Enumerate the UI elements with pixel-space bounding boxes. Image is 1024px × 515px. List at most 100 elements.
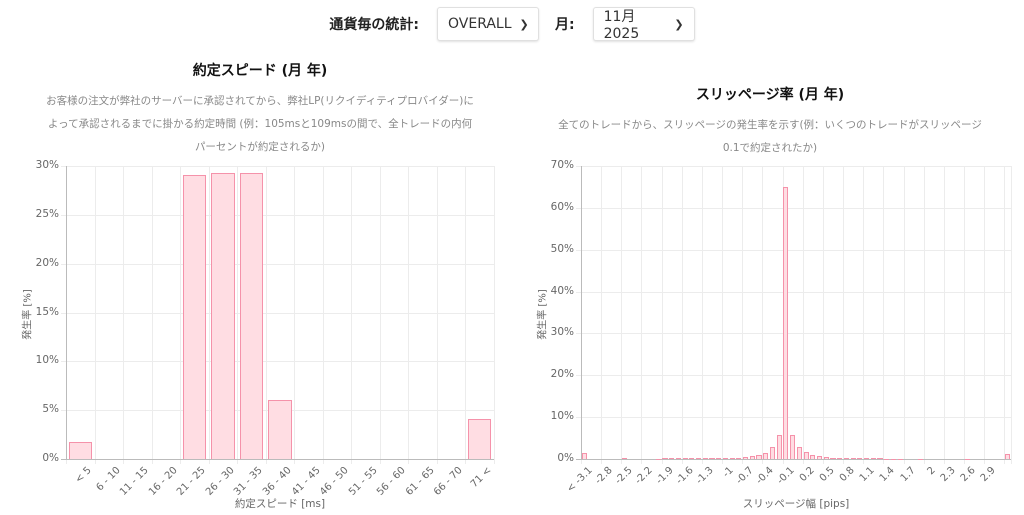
month-filter-label: 月: <box>555 17 575 33</box>
bar-32 <box>796 446 802 459</box>
bar-23 <box>736 457 742 459</box>
bar-34 <box>810 454 816 459</box>
bar-28 <box>769 446 776 459</box>
bar-25 <box>749 456 755 459</box>
bar-27 <box>763 452 769 459</box>
slippage-description: 全てのトレードから、スリッページの発生率を示す(例：いくつのトレードがスリッペー… <box>558 119 982 154</box>
x-axis-label: 約定スピード [ms] <box>234 498 326 510</box>
bar-29 <box>776 435 782 459</box>
y-tick-label: 20% <box>35 256 59 269</box>
execution-speed-title: 約定スピード (月 年) <box>192 63 328 79</box>
gridline-horizontal <box>61 263 494 265</box>
bar-33 <box>803 452 809 459</box>
y-tick-label: 30% <box>550 326 574 339</box>
currency-select[interactable]: OVERALL ❯ <box>437 7 539 41</box>
y-tick-label: 50% <box>550 242 574 255</box>
bar-4 <box>182 174 207 459</box>
gridline-vertical <box>883 166 885 464</box>
gridline-horizontal <box>576 249 1011 251</box>
bar-43 <box>870 458 876 460</box>
bar-22 <box>729 457 735 459</box>
y-tick-label: 0% <box>557 452 574 464</box>
bar-17 <box>696 458 702 460</box>
gridline-vertical <box>782 166 784 464</box>
slippage-title: スリッページ率 (月 年) <box>695 87 845 103</box>
y-tick-label: 10% <box>35 354 59 367</box>
chevron-down-icon: ❯ <box>674 17 684 31</box>
gridline-horizontal <box>576 207 1011 209</box>
bar-41 <box>857 458 863 460</box>
chevron-down-icon: ❯ <box>519 17 529 31</box>
gridline-vertical <box>742 166 744 464</box>
y-tick-label: 70% <box>550 159 574 171</box>
y-axis-line <box>581 166 582 459</box>
y-tick-label: 30% <box>35 159 59 171</box>
bar-63 <box>1005 454 1011 459</box>
gridline-vertical <box>762 166 764 464</box>
gridline-horizontal <box>61 166 494 167</box>
gridline-vertical <box>984 166 986 464</box>
bar-14 <box>675 458 681 460</box>
bar-7 <box>268 400 292 459</box>
gridline-vertical <box>408 166 410 464</box>
bar-6 <box>622 458 628 460</box>
bar-47 <box>897 458 903 460</box>
bar-0 <box>68 442 93 459</box>
gridline-horizontal <box>576 333 1011 335</box>
month-select[interactable]: 11月 2025 ❯ <box>592 7 695 42</box>
gridline-vertical <box>601 166 603 464</box>
x-axis-line <box>576 459 1011 460</box>
gridline-vertical <box>681 166 683 464</box>
gridline-vertical <box>843 166 845 464</box>
gridline-vertical <box>641 166 643 464</box>
gridline-vertical <box>351 166 353 464</box>
gridline-vertical <box>494 166 495 464</box>
y-tick-label: 15% <box>35 305 59 318</box>
execution-speed-panel: 約定スピード (月 年) お客様の注文が弊社のサーバーに承認されてから、弊社LP… <box>40 60 480 159</box>
gridline-horizontal <box>61 361 494 363</box>
y-axis-line <box>66 166 67 459</box>
gridline-vertical <box>661 166 663 464</box>
bar-39 <box>843 457 849 459</box>
bar-16 <box>689 458 695 460</box>
gridline-vertical <box>322 166 324 464</box>
gridline-vertical <box>123 166 125 464</box>
gridline-vertical <box>151 166 153 464</box>
bar-50 <box>917 458 923 460</box>
gridline-vertical <box>802 166 804 464</box>
bar-31 <box>790 435 796 459</box>
bar-37 <box>830 457 836 459</box>
gridline-vertical <box>379 166 381 464</box>
y-tick-label: 20% <box>550 368 574 381</box>
bar-57 <box>964 458 970 460</box>
bar-11 <box>655 458 661 460</box>
bar-44 <box>877 458 883 460</box>
gridline-vertical <box>621 166 623 464</box>
gridline-vertical <box>943 166 945 464</box>
gridline-horizontal <box>576 166 1011 167</box>
bar-30 <box>783 186 789 459</box>
bar-46 <box>890 458 896 460</box>
y-tick-label: 60% <box>550 200 574 213</box>
gridline-vertical <box>863 166 865 464</box>
y-tick-label: 0% <box>42 452 59 464</box>
gridline-horizontal <box>576 375 1011 377</box>
bar-26 <box>756 454 762 459</box>
gridline-vertical <box>903 166 905 464</box>
gridline-vertical <box>265 166 267 464</box>
bar-18 <box>702 458 708 460</box>
gridline-vertical <box>822 166 824 464</box>
gridline-vertical <box>1011 166 1012 464</box>
filter-bar: 通貨毎の統計: OVERALL ❯ 月: 11月 2025 ❯ <box>0 6 1024 42</box>
bar-13 <box>669 458 675 460</box>
y-tick-label: 5% <box>42 403 59 416</box>
gridline-horizontal <box>61 312 494 314</box>
slippage-panel: スリッページ率 (月 年) 全てのトレードから、スリッページの発生率を示す(例：… <box>550 84 990 160</box>
month-select-value: 11月 2025 <box>603 9 640 42</box>
y-axis-label: 発生率 [%] <box>537 288 549 340</box>
bar-12 <box>662 458 668 460</box>
y-tick-label: 10% <box>550 410 574 423</box>
gridline-horizontal <box>576 417 1011 419</box>
bar-6 <box>239 172 264 459</box>
